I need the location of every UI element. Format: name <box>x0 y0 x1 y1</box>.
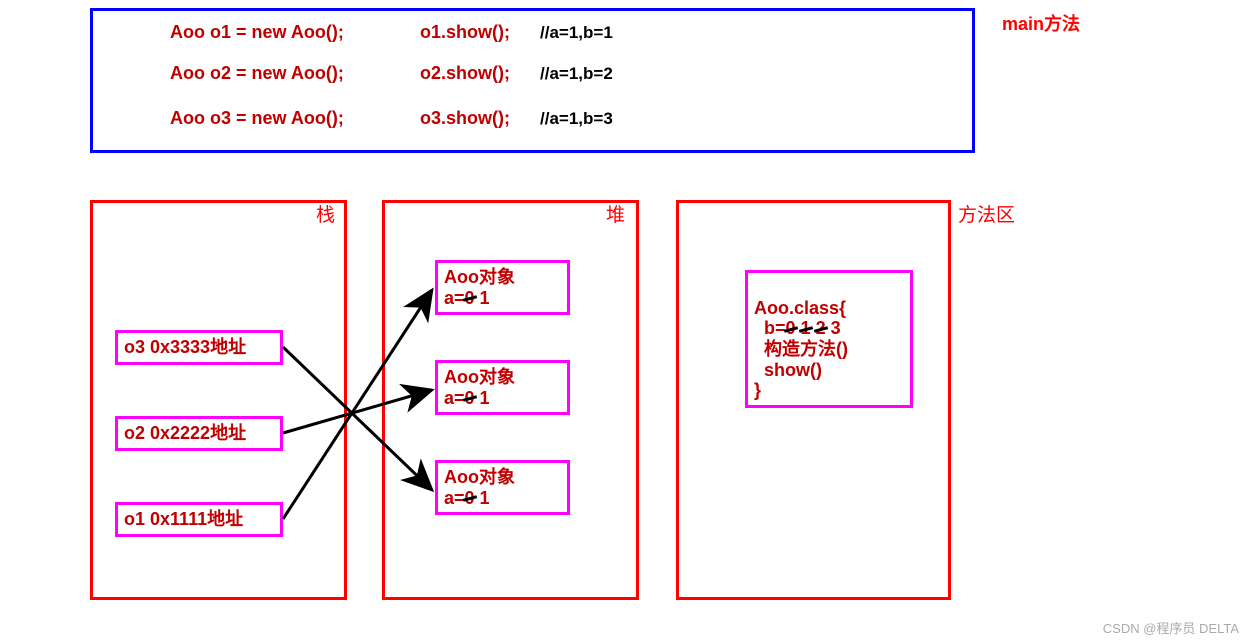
heap-obj-title: Aoo对象 <box>444 467 515 487</box>
code-call-2: o2.show(); <box>420 63 510 84</box>
code-decl-3: Aoo o3 = new Aoo(); <box>170 108 344 129</box>
class-line5: } <box>754 380 761 400</box>
class-b-strike-2: 2 <box>816 318 826 339</box>
main-method-label: main方法 <box>1002 10 1080 36</box>
heap-object-2: Aoo对象 a=0 1 <box>435 360 570 415</box>
stack-region <box>90 200 347 600</box>
heap-object-1: Aoo对象 a=0 1 <box>435 260 570 315</box>
heap-a-strike: 0 <box>465 488 475 509</box>
class-b-strike-1: 1 <box>801 318 811 339</box>
heap-label: 堆 <box>606 200 625 227</box>
class-line4: show() <box>754 360 822 380</box>
class-line1: Aoo.class{ <box>754 298 846 318</box>
heap-obj-title: Aoo对象 <box>444 367 515 387</box>
heap-object-3: Aoo对象 a=0 1 <box>435 460 570 515</box>
watermark-text: CSDN @程序员 DELTA <box>1103 618 1239 637</box>
heap-a-prefix: a= <box>444 288 465 308</box>
heap-a-prefix: a= <box>444 488 465 508</box>
class-b-prefix: b= <box>754 318 786 338</box>
stack-item-o1: o1 0x1111地址 <box>115 502 283 537</box>
code-comment-2: //a=1,b=2 <box>540 64 613 84</box>
stack-item-o2: o2 0x2222地址 <box>115 416 283 451</box>
code-comment-1: //a=1,b=1 <box>540 23 613 43</box>
heap-obj-title: Aoo对象 <box>444 267 515 287</box>
class-line3: 构造方法() <box>754 339 848 359</box>
code-call-3: o3.show(); <box>420 108 510 129</box>
class-b-strike-0: 0 <box>786 318 796 339</box>
code-comment-3: //a=1,b=3 <box>540 109 613 129</box>
code-decl-2: Aoo o2 = new Aoo(); <box>170 63 344 84</box>
stack-label: 栈 <box>316 200 335 227</box>
code-call-1: o1.show(); <box>420 22 510 43</box>
stack-item-o3: o3 0x3333地址 <box>115 330 283 365</box>
method-label: 方法区 <box>958 200 1015 227</box>
heap-a-strike: 0 <box>465 388 475 409</box>
method-area-class: Aoo.class{ b=0 1 2 3 构造方法() show() } <box>745 270 913 408</box>
code-decl-1: Aoo o1 = new Aoo(); <box>170 22 344 43</box>
heap-a-prefix: a= <box>444 388 465 408</box>
heap-a-strike: 0 <box>465 288 475 309</box>
